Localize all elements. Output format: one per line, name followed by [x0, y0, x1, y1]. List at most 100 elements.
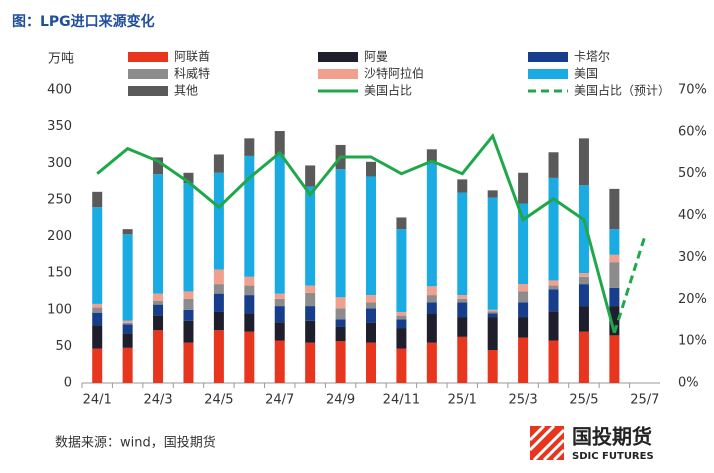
- bar-segment: [366, 302, 376, 309]
- bar-segment: [578, 331, 589, 383]
- bar-segment: [457, 192, 468, 296]
- bar-segment: [122, 229, 133, 235]
- bar-segment: [213, 172, 224, 270]
- x-tick-label: 25/5: [569, 393, 598, 408]
- bar-segment: [274, 154, 285, 294]
- bar-segment: [487, 190, 498, 198]
- bar-segment: [487, 311, 498, 314]
- bar-segment: [213, 330, 224, 383]
- y-tick-label: 400: [47, 83, 72, 98]
- bar-segment: [305, 320, 316, 343]
- bar-segment: [122, 320, 133, 323]
- bar-segment: [396, 217, 407, 230]
- bar-segment: [457, 298, 468, 303]
- bar-segment: [457, 295, 468, 299]
- x-tick-label: 24/5: [204, 393, 233, 408]
- bar-segment: [518, 302, 529, 318]
- bar-segment: [518, 337, 529, 383]
- y-axis-label: 万吨: [48, 52, 74, 67]
- bar-segment: [366, 308, 376, 323]
- bar-segment: [548, 177, 559, 281]
- bar-segment: [122, 322, 133, 325]
- x-tick-label: 24/3: [143, 393, 172, 408]
- y-tick-label: 0: [64, 376, 72, 391]
- bar-segment: [122, 324, 133, 334]
- bar-segment: [457, 317, 468, 337]
- legend-label: 美国占比（预计）: [574, 83, 670, 98]
- bar-segment: [244, 285, 255, 296]
- y2-tick-label: 60%: [678, 124, 707, 139]
- bar-segment: [457, 336, 468, 383]
- y2-tick-label: 40%: [678, 208, 707, 223]
- bar-segment: [244, 276, 255, 286]
- bar-segment: [426, 342, 437, 383]
- bar-segment: [183, 172, 194, 184]
- legend-label: 卡塔尔: [574, 49, 610, 64]
- bar-segment: [518, 317, 529, 338]
- y2-tick-label: 50%: [678, 166, 707, 181]
- bar-segment: [92, 303, 103, 308]
- bar-segment: [366, 342, 376, 383]
- y-tick-label: 100: [47, 302, 72, 317]
- bar-segment: [426, 313, 437, 343]
- bar-segment: [244, 313, 255, 332]
- bar-segment: [548, 280, 559, 286]
- y-tick-label: 250: [47, 192, 72, 207]
- bar-segment: [518, 172, 529, 204]
- bar-segment: [335, 169, 346, 298]
- bar-segment: [183, 309, 194, 321]
- bar-segment: [274, 322, 285, 341]
- bar-segment: [396, 315, 407, 320]
- line-series: [612, 236, 647, 334]
- y2-tick-label: 0%: [678, 376, 699, 391]
- bar-segment: [153, 174, 164, 294]
- legend-swatch: [128, 52, 168, 62]
- bar-segment: [213, 311, 224, 331]
- y-tick-label: 150: [47, 266, 72, 281]
- legend-swatch: [528, 52, 568, 62]
- bar-segment: [335, 319, 346, 327]
- y-tick-label: 200: [47, 229, 72, 244]
- bar-segment: [305, 342, 316, 383]
- legend-label: 美国: [574, 67, 598, 81]
- legend-swatch: [528, 69, 568, 79]
- bar-segment: [518, 291, 529, 303]
- bar-segment: [274, 306, 285, 323]
- bar-segment: [548, 152, 559, 178]
- bar-segment: [609, 262, 620, 288]
- bar-segment: [487, 309, 498, 312]
- bar-segment: [153, 293, 164, 301]
- bar-segment: [122, 333, 133, 348]
- bar-segment: [244, 295, 255, 314]
- bar-segment: [578, 306, 589, 332]
- bar-segment: [396, 348, 407, 383]
- bar-segment: [305, 165, 316, 187]
- source: 数据来源：wind，国投期货: [55, 435, 216, 451]
- bar-segment: [92, 191, 103, 208]
- legend-label: 其他: [174, 84, 198, 98]
- line-series: [96, 133, 616, 334]
- bar-segment: [609, 229, 620, 255]
- bar-segment: [578, 276, 589, 285]
- bar-segment: [609, 335, 620, 383]
- x-tick-label: 24/1: [83, 393, 112, 408]
- logo-stripes: [528, 424, 566, 462]
- bar-segment: [366, 322, 376, 343]
- bar-segment: [183, 342, 194, 383]
- legend-swatch: [318, 52, 358, 62]
- bar-segment: [518, 284, 529, 292]
- bar-segment: [578, 185, 589, 274]
- x-tick-label: 24/9: [326, 393, 355, 408]
- bar-segment: [305, 292, 316, 307]
- bar-segment: [609, 188, 620, 230]
- legend-swatch: [128, 69, 168, 79]
- bar-segment: [366, 295, 376, 303]
- y2-tick-label: 10%: [678, 334, 707, 349]
- bar-segment: [213, 284, 224, 294]
- legend-label: 美国占比: [364, 83, 412, 98]
- bar-segment: [426, 302, 437, 314]
- bar-segment: [183, 298, 194, 310]
- bar-segment: [396, 229, 407, 312]
- bar-segment: [92, 207, 103, 304]
